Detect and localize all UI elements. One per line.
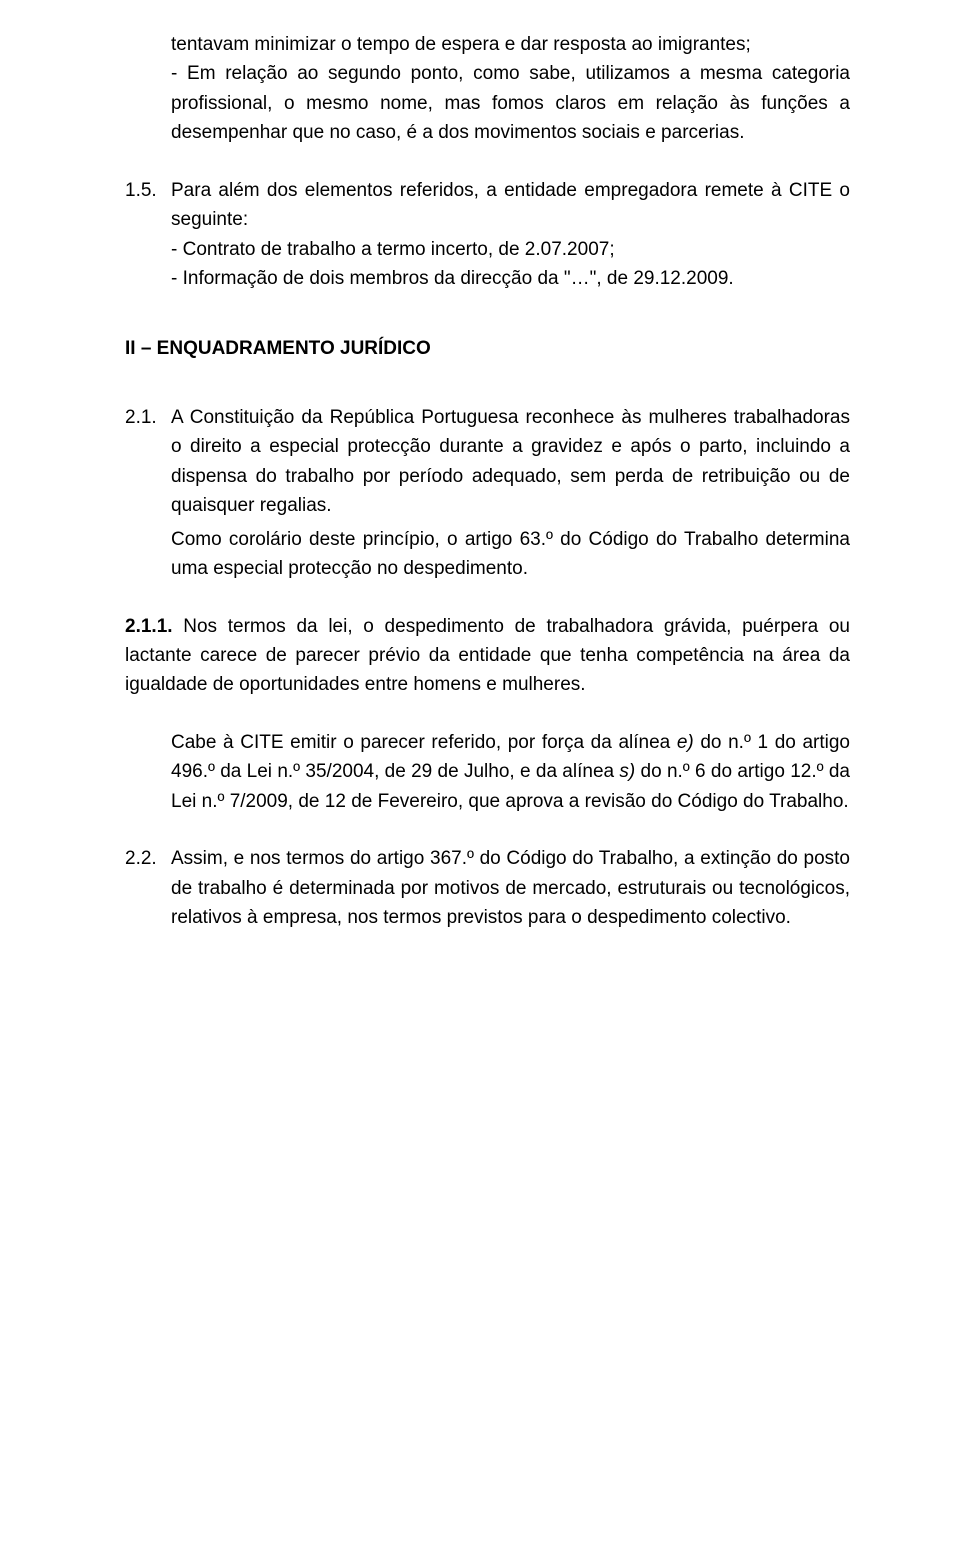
item-2-2-number: 2.2. xyxy=(125,844,171,932)
item-1-5-number: 1.5. xyxy=(125,176,171,294)
item-2-2: 2.2. Assim, e nos termos do artigo 367.º… xyxy=(125,844,850,932)
item-2-1-corollary: Como corolário deste princípio, o artigo… xyxy=(125,525,850,584)
item-1-5-sub1: - Contrato de trabalho a termo incerto, … xyxy=(171,239,615,260)
section-2-title: II – ENQUADRAMENTO JURÍDICO xyxy=(125,334,850,363)
item-1-5-body: Para além dos elementos referidos, a ent… xyxy=(171,176,850,294)
top-line-2: - Em relação ao segundo ponto, como sabe… xyxy=(171,63,850,143)
item-2-2-body: Assim, e nos termos do artigo 367.º do C… xyxy=(171,844,850,932)
item-2-1-number: 2.1. xyxy=(125,403,171,521)
alinea-s: s) xyxy=(619,761,635,782)
item-1-5-text: Para além dos elementos referidos, a ent… xyxy=(171,180,850,230)
top-paragraph: tentavam minimizar o tempo de espera e d… xyxy=(125,30,850,148)
top-line-1: tentavam minimizar o tempo de espera e d… xyxy=(171,34,751,55)
item-2-1: 2.1. A Constituição da República Portugu… xyxy=(125,403,850,521)
item-2-1-1-number: 2.1.1. xyxy=(125,616,173,637)
item-2-1-body: A Constituição da República Portuguesa r… xyxy=(171,403,850,521)
alinea-e: e) xyxy=(677,732,694,753)
item-2-1-1-p2: Cabe à CITE emitir o parecer referido, p… xyxy=(125,728,850,816)
item-1-5: 1.5. Para além dos elementos referidos, … xyxy=(125,176,850,294)
item-2-1-1-text: Nos termos da lei, o despedimento de tra… xyxy=(125,616,850,696)
item-1-5-sub2: - Informação de dois membros da direcção… xyxy=(171,268,734,289)
item-2-1-text: A Constituição da República Portuguesa r… xyxy=(171,407,850,516)
item-2-1-1-p2a: Cabe à CITE emitir o parecer referido, p… xyxy=(171,732,677,753)
item-2-1-1: 2.1.1. Nos termos da lei, o despedimento… xyxy=(125,612,850,700)
